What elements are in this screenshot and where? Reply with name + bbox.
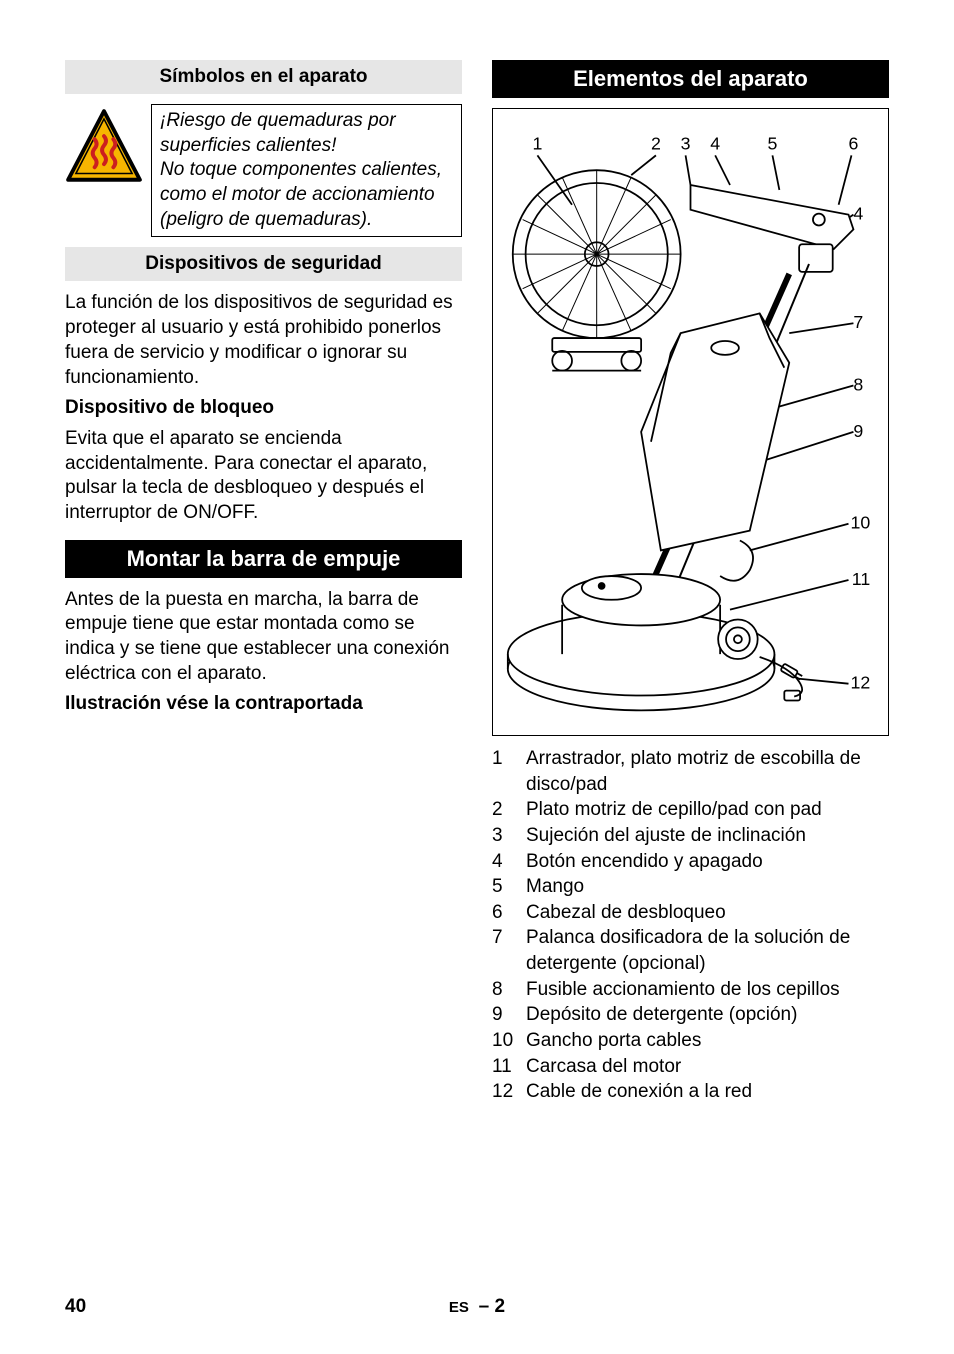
mount-text: Antes de la puesta en marcha, la barra d…: [65, 588, 462, 687]
callout-top-3: 3: [681, 133, 691, 153]
callout-side-4: 4: [853, 204, 863, 224]
warning-text: ¡Riesgo de quemaduras por superficies ca…: [151, 104, 462, 237]
callout-side-8: 8: [853, 374, 863, 394]
warning-block: ¡Riesgo de quemaduras por superficies ca…: [65, 104, 462, 237]
page-footer: 40 ES – 2: [65, 1296, 889, 1318]
device-diagram: 1 2 3 4 5 6 4 7 8 9 10 11 12: [492, 108, 889, 736]
callout-side-11: 11: [852, 569, 871, 589]
right-column: Elementos del aparato 1 2 3 4 5 6 4 7 8 …: [492, 60, 889, 1105]
part-row: 12Cable de conexión a la red: [492, 1079, 889, 1105]
callout-side-9: 9: [853, 421, 863, 441]
heading-mount-pushbar: Montar la barra de empuje: [65, 540, 462, 578]
callout-top-5: 5: [768, 133, 778, 153]
footer-lang: ES: [449, 1299, 469, 1316]
footer-sep: –: [479, 1296, 490, 1317]
heading-symbols: Símbolos en el aparato: [65, 60, 462, 94]
hot-surface-warning-icon: [65, 108, 143, 186]
parts-legend: 1Arrastrador, plato motriz de escobilla …: [492, 746, 889, 1105]
part-row: 2Plato motriz de cepillo/pad con pad: [492, 797, 889, 823]
callout-top-6: 6: [849, 133, 859, 153]
part-row: 5Mango: [492, 874, 889, 900]
heading-device-elements: Elementos del aparato: [492, 60, 889, 98]
part-row: 6Cabezal de desbloqueo: [492, 900, 889, 926]
callout-top-1: 1: [533, 133, 543, 153]
callout-top-4: 4: [710, 133, 720, 153]
callout-side-12: 12: [850, 673, 870, 693]
callout-side-7: 7: [853, 312, 863, 332]
mount-illustration-ref: Ilustración vése la contraportada: [65, 692, 462, 717]
part-row: 9Depósito de detergente (opción): [492, 1002, 889, 1028]
left-column: Símbolos en el aparato ¡Riesgo de quemad…: [65, 60, 462, 1105]
safety-intro-text: La función de los dispositivos de seguri…: [65, 291, 462, 390]
part-row: 1Arrastrador, plato motriz de escobilla …: [492, 746, 889, 797]
part-row: 10Gancho porta cables: [492, 1028, 889, 1054]
callout-top-2: 2: [651, 133, 661, 153]
part-row: 11Carcasa del motor: [492, 1054, 889, 1080]
part-row: 4Botón encendido y apagado: [492, 849, 889, 875]
lock-device-text: Evita que el aparato se encienda acciden…: [65, 427, 462, 526]
heading-safety-devices: Dispositivos de seguridad: [65, 247, 462, 281]
part-row: 8Fusible accionamiento de los cepillos: [492, 977, 889, 1003]
part-row: 3Sujeción del ajuste de inclinación: [492, 823, 889, 849]
lock-device-title: Dispositivo de bloqueo: [65, 396, 462, 421]
part-row: 7Palanca dosificadora de la solución de …: [492, 925, 889, 976]
callout-side-10: 10: [850, 513, 870, 533]
footer-sub: 2: [495, 1296, 506, 1317]
